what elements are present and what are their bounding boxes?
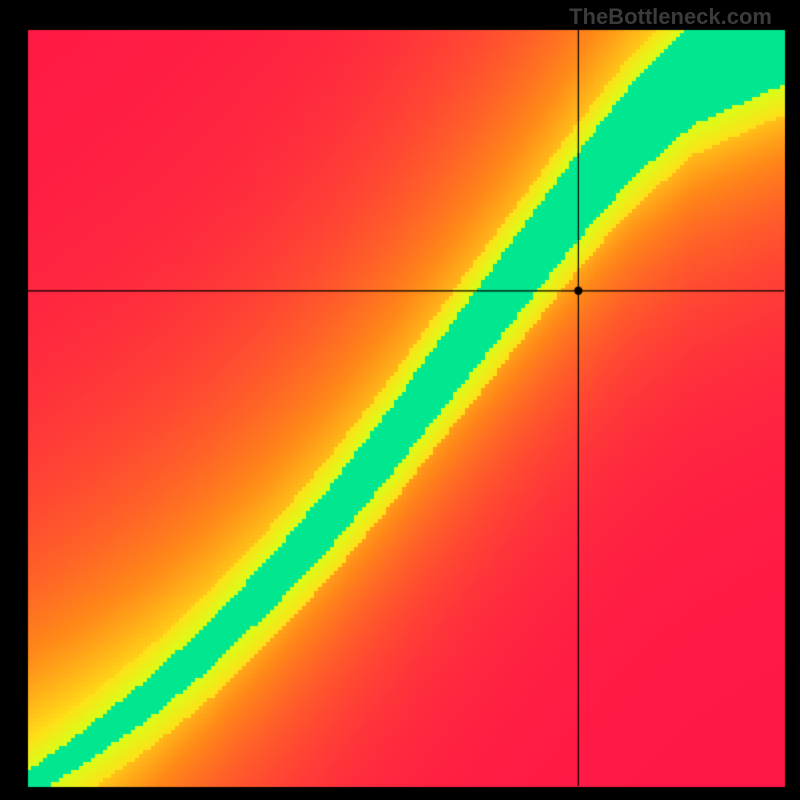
bottleneck-heatmap: [0, 0, 800, 800]
watermark-text: TheBottleneck.com: [569, 4, 772, 30]
chart-container: { "watermark": { "text": "TheBottleneck.…: [0, 0, 800, 800]
